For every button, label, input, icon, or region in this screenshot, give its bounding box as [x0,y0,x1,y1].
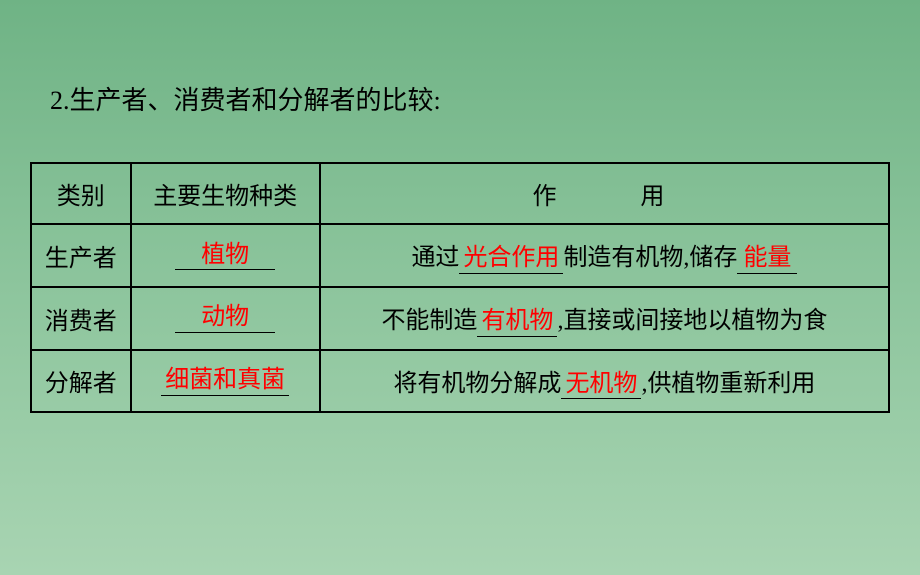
answer-blank: 动物 [175,303,275,333]
cell-type-decomposer: 分解者 [31,350,131,413]
answer-blank: 细菌和真菌 [161,366,289,396]
answer-blank: 无机物 [561,370,641,400]
table-row: 分解者 细菌和真菌 将有机物分解成无机物,供植物重新利用 [31,350,889,413]
comparison-table: 类别 主要生物种类 作 用 生产者 植物 通过光合作用制造有机物,储存能量 消费… [30,162,890,413]
function-middle: 制造有机物,储存 [563,245,737,271]
function-prefix: 通过 [411,245,459,271]
function-prefix: 不能制造 [381,308,477,334]
cell-species-producer: 植物 [131,224,320,287]
table-header-row: 类别 主要生物种类 作 用 [31,163,889,224]
table-row: 生产者 植物 通过光合作用制造有机物,储存能量 [31,224,889,287]
cell-type-consumer: 消费者 [31,287,131,350]
function-middle: ,供植物重新利用 [641,371,815,397]
cell-species-decomposer: 细菌和真菌 [131,350,320,413]
answer-blank: 有机物 [477,307,557,337]
cell-function-producer: 通过光合作用制造有机物,储存能量 [320,224,889,287]
cell-function-decomposer: 将有机物分解成无机物,供植物重新利用 [320,350,889,413]
cell-species-consumer: 动物 [131,287,320,350]
function-prefix: 将有机物分解成 [393,371,561,397]
header-function: 作 用 [320,163,889,224]
header-species: 主要生物种类 [131,163,320,224]
header-type: 类别 [31,163,131,224]
answer-blank: 光合作用 [459,244,563,274]
answer-blank: 能量 [737,244,797,274]
table-row: 消费者 动物 不能制造有机物,直接或间接地以植物为食 [31,287,889,350]
function-middle: ,直接或间接地以植物为食 [557,308,827,334]
cell-function-consumer: 不能制造有机物,直接或间接地以植物为食 [320,287,889,350]
section-title: 2.生产者、消费者和分解者的比较: [30,80,890,117]
answer-blank: 植物 [175,241,275,271]
cell-type-producer: 生产者 [31,224,131,287]
